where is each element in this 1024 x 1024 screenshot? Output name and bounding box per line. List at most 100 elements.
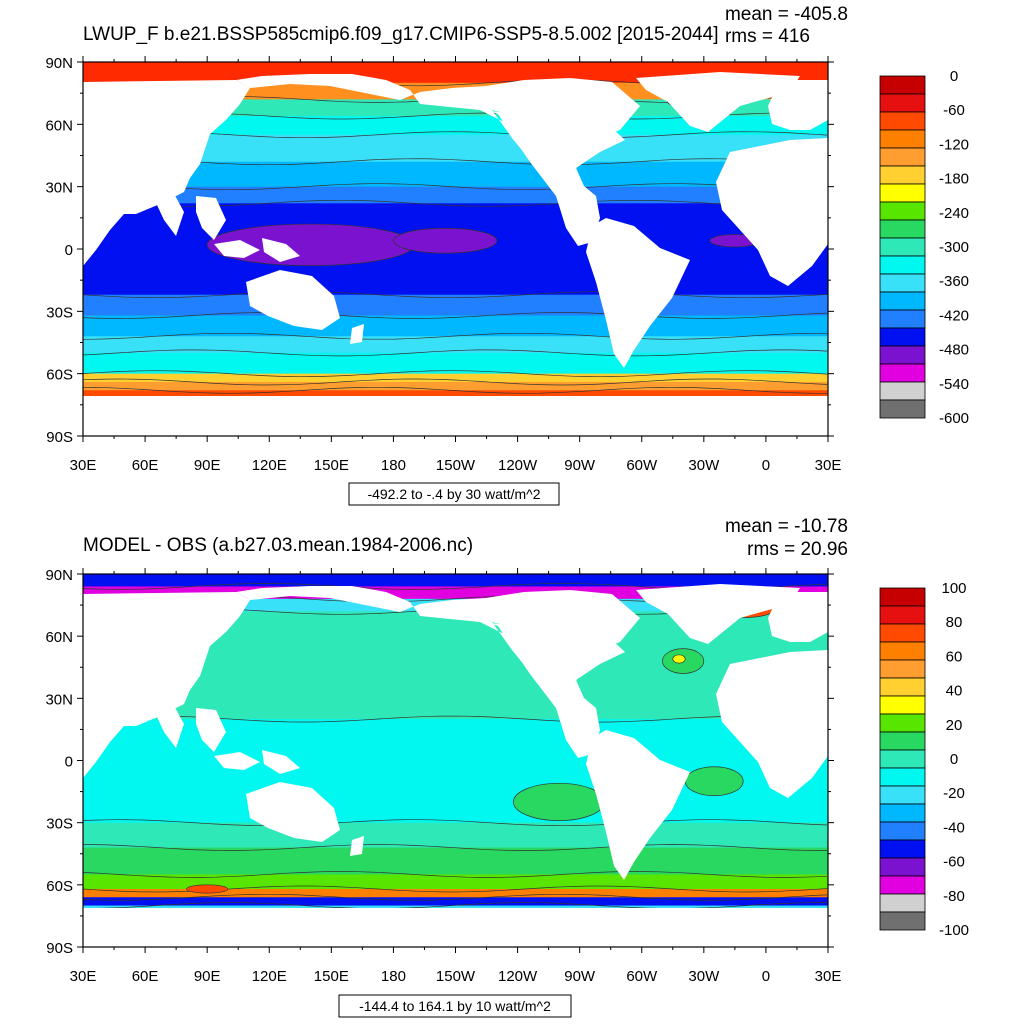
bottom-title: MODEL - OBS (a.b27.03.mean.1984-2006.nc): [83, 535, 473, 556]
contour-line: [83, 312, 828, 319]
contour-line: [83, 378, 828, 386]
contour-line: [83, 819, 828, 827]
lat-tick-label: 60N: [45, 117, 73, 134]
lat-tick-label: 90S: [46, 940, 73, 957]
bottom-map-axes: 90N 60N 30N 0 30S 60S 90S 30E 60E 90E 120E 150E 180 1…: [45, 567, 841, 985]
colorbar-swatch: [879, 623, 926, 643]
contour-line: [83, 370, 828, 378]
colorbar-swatch: [879, 147, 926, 167]
lon-tick-label: 30E: [70, 457, 97, 474]
field-patch: [393, 227, 498, 254]
field-patch: [672, 654, 686, 664]
colorbar-swatch: [879, 327, 926, 347]
contour-line: [83, 291, 828, 299]
colorbar-swatch: [879, 75, 926, 95]
ocean-band: [83, 390, 828, 400]
colorbar-swatch: [879, 255, 926, 275]
ocean-band: [83, 352, 828, 375]
contour-line: [83, 386, 827, 394]
top-map-axes: 90N 60N 30N 0 30S 60S 90S 30E 60E 90E 120E 150E 180 1…: [45, 55, 841, 474]
bottom-range-box: [338, 994, 572, 1018]
colorbar-swatch: [879, 731, 926, 751]
colorbar-swatch: [879, 309, 926, 329]
ocean-band: [83, 336, 828, 354]
ocean-band: [83, 99, 828, 117]
top-ocean-field: [83, 62, 828, 400]
lat-tick-label: 90N: [45, 567, 73, 584]
ocean-band: [83, 847, 828, 875]
colorbar-swatch: [879, 381, 926, 401]
colorbar-label: 60: [946, 648, 963, 665]
contour-line: [83, 871, 828, 878]
lat-tick-label: 0: [65, 242, 73, 259]
bottom-panel: MODEL - OBS (a.b27.03.mean.1984-2006.nc)…: [45, 516, 969, 1018]
lon-tick-label: 60E: [132, 457, 159, 474]
lon-tick-label: 60W: [626, 457, 658, 474]
colorbar-swatch: [879, 839, 926, 859]
lat-tick-label: 90S: [46, 429, 73, 446]
lon-tick-label: 60E: [132, 968, 159, 985]
contour-line: [83, 902, 827, 909]
colorbar-swatch: [879, 129, 926, 149]
field-patch: [684, 766, 744, 797]
lon-tick-label: 0: [762, 457, 770, 474]
colorbar-swatch: [879, 219, 926, 239]
colorbar-label: -300: [939, 239, 969, 256]
ocean-band: [83, 888, 828, 898]
ocean-band: [83, 381, 828, 391]
ocean-band: [83, 822, 828, 849]
lon-tick-label: 30E: [70, 968, 97, 985]
colorbar-swatch: [879, 605, 926, 625]
top-rms: rms = 416: [725, 26, 810, 47]
colorbar-swatch: [879, 183, 926, 203]
contour-line: [83, 844, 827, 851]
colorbar-label: -480: [939, 342, 969, 359]
lat-tick-label: 60S: [46, 367, 73, 384]
lon-tick-label: 30W: [688, 457, 720, 474]
colorbar-swatch: [879, 111, 926, 131]
contour-line: [83, 349, 828, 357]
lon-tick-label: 150W: [436, 968, 476, 985]
ocean-band: [83, 373, 828, 383]
lat-tick-label: 60S: [46, 878, 73, 895]
colorbar-swatch: [879, 911, 926, 931]
lat-tick-label: 90N: [45, 55, 73, 72]
colorbar-label: -20: [943, 785, 965, 802]
bottom-rms: rms = 20.96: [747, 539, 848, 560]
lat-tick-label: 30S: [46, 816, 73, 833]
colorbar-label: -360: [939, 273, 969, 290]
colorbar-swatch: [879, 291, 926, 311]
lon-tick-label: 60W: [626, 968, 658, 985]
colorbar-swatch: [879, 821, 926, 841]
colorbar-swatch: [879, 659, 926, 679]
colorbar-label: 20: [946, 717, 963, 734]
colorbar-swatch: [879, 165, 926, 185]
contour-line: [83, 183, 827, 191]
lat-tick-label: 30N: [45, 180, 73, 197]
colorbar-label: 80: [946, 614, 963, 631]
bottom-range-label: -144.4 to 164.1 by 10 watt/m^2: [359, 998, 551, 1014]
colorbar-swatch: [879, 677, 926, 697]
colorbar-label: 0: [950, 68, 958, 85]
lon-tick-label: 180: [381, 457, 406, 474]
ocean-band: [83, 874, 828, 890]
top-mean: mean = -405.8: [725, 4, 848, 25]
colorbar-swatch: [879, 201, 926, 221]
lon-tick-label: 150E: [314, 968, 349, 985]
colorbar-swatch: [879, 713, 926, 733]
colorbar-label: -540: [939, 376, 969, 393]
lon-tick-label: 150W: [436, 457, 476, 474]
colorbar-swatch: [879, 893, 926, 913]
colorbar-swatch: [879, 345, 926, 365]
bottom-map-plot: [83, 574, 828, 947]
lat-tick-label: 0: [65, 754, 73, 771]
colorbar-swatch: [879, 875, 926, 895]
colorbar-label: -120: [939, 136, 969, 153]
lon-tick-label: 120E: [252, 968, 287, 985]
lon-tick-label: 180: [381, 968, 406, 985]
contour-line: [83, 158, 828, 166]
lon-tick-label: 30E: [815, 968, 842, 985]
ocean-band: [83, 116, 828, 136]
colorbar-swatch: [879, 857, 926, 877]
